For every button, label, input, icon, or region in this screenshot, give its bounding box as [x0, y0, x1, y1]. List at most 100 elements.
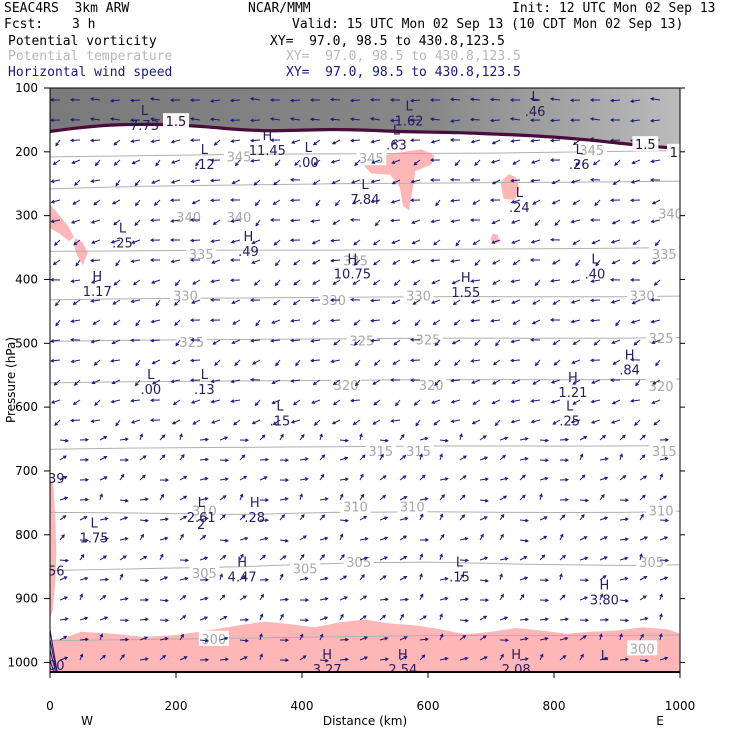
wind-arrow [251, 259, 261, 264]
wind-arrow [72, 299, 81, 305]
extremum-marker-L: L [576, 143, 584, 158]
wind-arrow [519, 637, 529, 641]
wind-arrow [449, 138, 461, 142]
wind-arrow [570, 279, 581, 284]
theta-label: 300 [630, 642, 655, 657]
wind-arrow [499, 533, 504, 541]
wind-arrow [150, 319, 161, 324]
wind-arrow [459, 558, 470, 563]
wind-arrow [579, 556, 589, 561]
wind-arrow [539, 554, 546, 561]
wind-arrow [431, 399, 441, 404]
pv-high-shading [50, 88, 680, 149]
wind-arrow [334, 199, 341, 207]
wind-arrow [159, 654, 167, 661]
wind-arrow [279, 658, 290, 663]
wind-arrow [112, 299, 121, 305]
wind-arrow [159, 493, 165, 501]
theta-label: 340 [227, 211, 252, 226]
wind-arrow [139, 497, 149, 502]
wind-arrow-edge [50, 629, 58, 672]
wind-arrow [472, 239, 481, 245]
wind-arrow [629, 118, 641, 123]
wind-arrow [219, 616, 228, 621]
wind-arrow [459, 494, 466, 501]
wind-arrow [439, 494, 445, 501]
wind-arrow [372, 279, 381, 286]
wind-arrow [219, 458, 230, 463]
theta-contour-310 [50, 510, 680, 515]
wind-arrow [110, 399, 121, 404]
wind-arrow [349, 297, 361, 302]
wind-arrow [159, 478, 170, 482]
extremum-value: 4.47 [228, 570, 257, 585]
wind-arrow [269, 138, 281, 142]
wind-arrow [379, 494, 387, 501]
wind-arrow [609, 118, 620, 122]
wind-arrow [70, 279, 81, 283]
wind-arrow [491, 219, 501, 225]
wind-arrow [355, 359, 361, 367]
wind-arrow [59, 617, 69, 621]
wind-arrow [359, 656, 369, 661]
wind-arrow [499, 557, 509, 561]
wind-arrow [559, 594, 566, 601]
wind-arrow [59, 596, 69, 601]
theta-label-bg [403, 287, 434, 303]
wind-arrow [110, 239, 121, 244]
y-tick-label: 600 [15, 400, 38, 414]
wind-arrow [619, 556, 629, 561]
wind-arrow [249, 298, 261, 302]
wind-arrow [179, 475, 188, 481]
wind-arrow [471, 419, 481, 425]
wind-arrow [209, 117, 221, 122]
wind-arrow [234, 159, 241, 167]
wind-arrow [359, 473, 364, 481]
wind-arrow [213, 139, 221, 146]
wind-arrow [73, 239, 81, 246]
wind-arrow [209, 158, 221, 163]
wind-arrow [409, 378, 421, 383]
wind-arrow [159, 434, 166, 441]
wind-arrow [50, 199, 61, 204]
wind-arrow [129, 98, 141, 103]
wind-arrow [290, 318, 301, 323]
wind-arrow [139, 636, 149, 641]
wind-arrow [312, 139, 321, 146]
wind-arrow [279, 497, 289, 501]
wind-arrow [611, 399, 621, 405]
wind-arrow [539, 476, 549, 481]
wind-arrow [299, 618, 310, 623]
wind-arrow [291, 139, 301, 144]
wind-arrow [109, 98, 121, 103]
theta-label: 315 [652, 445, 677, 460]
wind-arrow [252, 359, 261, 365]
wind-arrow [239, 638, 249, 643]
theta-label-bg [655, 205, 680, 221]
wind-arrow [369, 117, 381, 121]
wind-arrow [331, 179, 341, 185]
wind-arrow [339, 438, 349, 443]
wind-arrow [331, 139, 341, 145]
wind-arrow [589, 298, 601, 303]
wind-arrow [134, 219, 141, 227]
header-fcst-value: 3 h [72, 17, 96, 32]
wind-arrow [199, 596, 209, 601]
wind-arrow [79, 516, 88, 521]
wind-arrow [619, 598, 629, 603]
wind-arrow [155, 159, 161, 167]
wind-arrow [120, 458, 130, 462]
wind-arrow [450, 198, 461, 203]
wind-arrow [229, 198, 240, 202]
wind-arrow [274, 259, 281, 267]
wind-arrow [149, 418, 161, 423]
wind-arrow [579, 536, 588, 541]
wind-arrow [413, 279, 421, 286]
wind-arrow [569, 98, 581, 103]
wind-arrow [379, 453, 384, 461]
wind-arrow [70, 359, 81, 364]
wind-arrow [229, 258, 241, 262]
wind-arrow [319, 433, 323, 441]
wind-arrow [651, 339, 661, 344]
